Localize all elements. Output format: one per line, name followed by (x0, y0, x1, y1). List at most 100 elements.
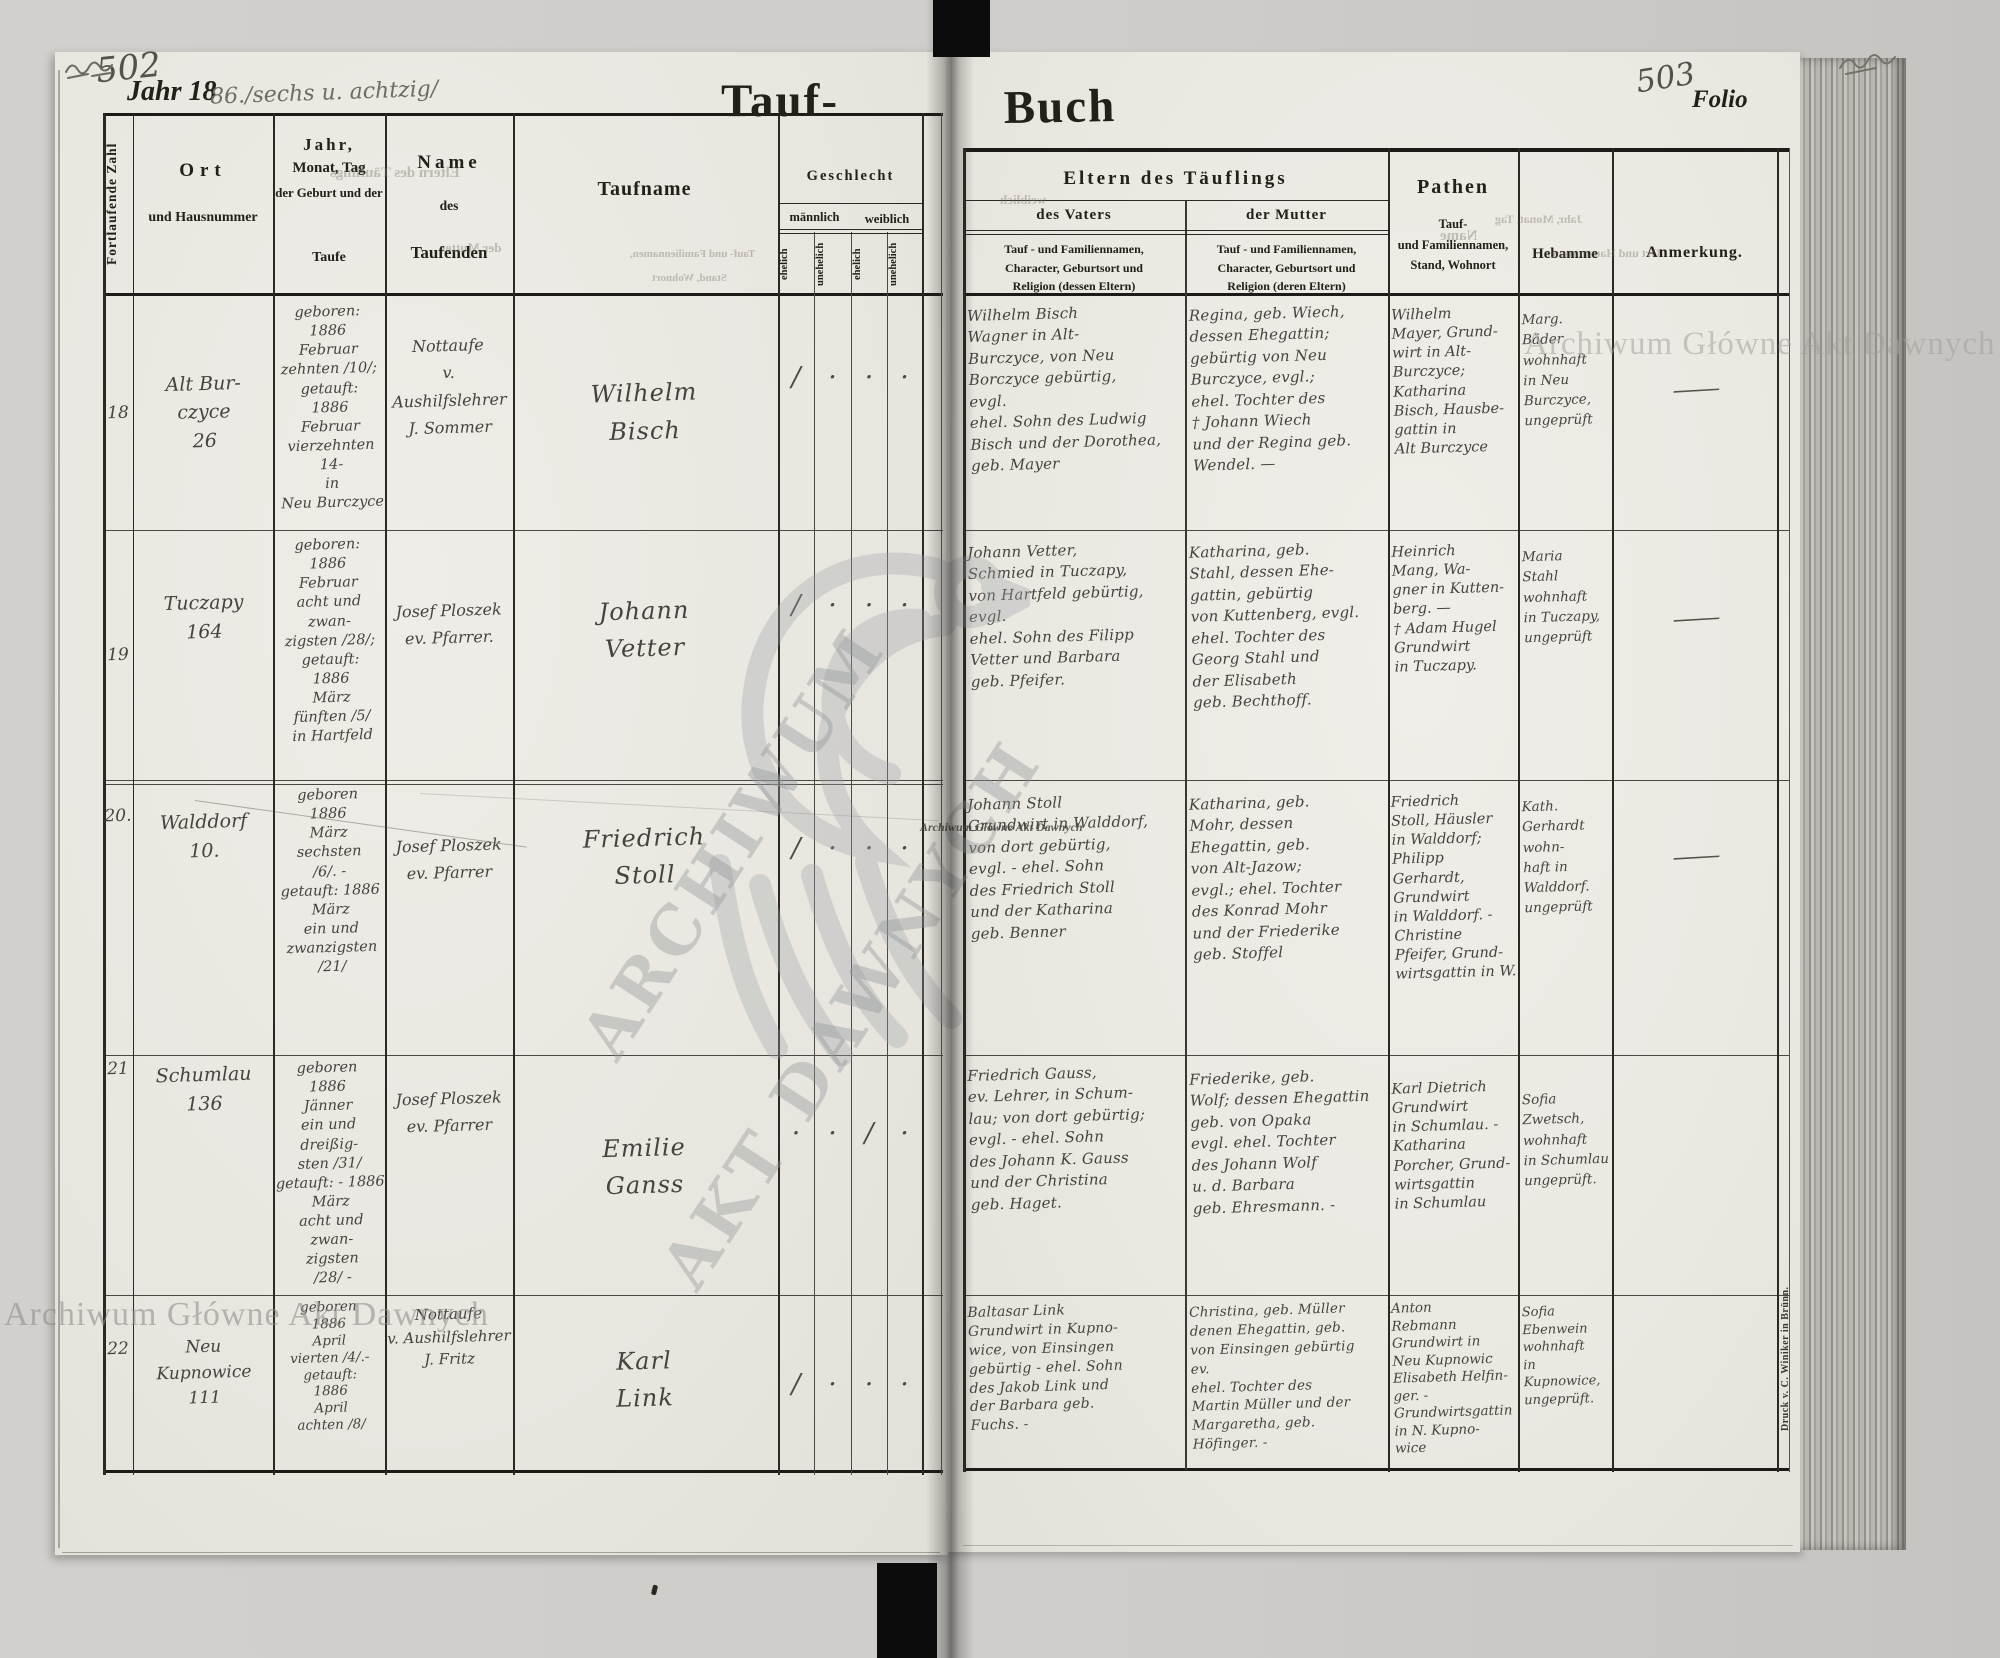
row-anmerkung: — (1667, 602, 1725, 633)
row-datum: geboren: 1886 Februar acht und zwan- zig… (284, 536, 376, 746)
column-header-hebamme: Hebamme (1532, 246, 1598, 262)
row-mutter: Christina, geb. Müller denen Ehegattin, … (1188, 1300, 1355, 1453)
column-header-maennlich: männlich (789, 210, 840, 224)
column-header-geschlecht: Geschlecht (806, 168, 895, 184)
row-datum: geboren 1886 April vierten /4/.- getauft… (289, 1298, 370, 1435)
sex-mark-m-ehelich: / (791, 1368, 801, 1400)
row-pathen: Friedrich Stoll, Häusler in Walddorf; Ph… (1390, 792, 1517, 983)
book-edge (1800, 58, 1906, 1550)
sex-mark-m-ehelich: · (791, 1117, 801, 1149)
sex-mark-w-unehelich: · (900, 1368, 909, 1400)
left-page-edge-line (58, 70, 60, 1548)
row-vater: Friedrich Gauss, ev. Lehrer, in Schum- l… (966, 1063, 1146, 1214)
pencil-scribble-top-left (65, 61, 113, 79)
table-row: 20. Walddorf 10. geboren 1886 März sechs… (103, 780, 943, 1055)
column-header-des: des (439, 198, 459, 213)
column-subheader-mutter: Tauf - und Familiennamen, Character, Geb… (1216, 242, 1357, 294)
row-datum: geboren 1886 Jänner ein und dreißig- ste… (275, 1059, 385, 1287)
bleedthrough-text: Jahr, Monat, Tag (1495, 212, 1583, 226)
column-header-taufenden: Taufenden (410, 243, 488, 262)
row-taufender: Nottaufe v. Aushilfslehrer J. Sommer (391, 335, 507, 438)
center-fold-shadow (926, 0, 974, 1658)
sex-mark-w-ehelich: · (864, 361, 874, 393)
title-buch: Buch (1003, 80, 1117, 134)
eltern-header-rules (963, 200, 1388, 236)
bleedthrough-text: Tauf- und Familiennamen, (630, 248, 756, 260)
sex-mark-m-ehelich: / (791, 361, 801, 393)
row-anmerkung: — (1667, 373, 1725, 405)
bleedthrough-text: weiblich (1000, 192, 1047, 207)
column-header-fortlaufende-zahl: Fortlaufende Zahl (104, 142, 119, 266)
row-pathen: Karl Dietrich Grundwirt in Schumlau. - K… (1391, 1079, 1511, 1213)
sex-mark-m-unehelich: · (828, 589, 837, 621)
row-number: 22 (106, 1338, 130, 1360)
row-taufname: Wilhelm Bisch (590, 377, 698, 446)
table-row: 21 Schumlau 136 geboren 1886 Jänner ein … (103, 1055, 943, 1295)
column-header-weiblich: weiblich (864, 212, 910, 226)
column-header-jahr: Jahr, (303, 135, 355, 154)
column-header-ort: Ort (179, 160, 227, 181)
year-printed: Jahr 18 (127, 76, 217, 107)
sex-mark-w-unehelich: · (900, 361, 909, 393)
sex-mark-m-unehelich: · (828, 833, 837, 865)
sex-mark-w-unehelich: · (900, 833, 909, 865)
binding-strap-bottom (877, 1563, 937, 1658)
row-pathen: Anton Rebmann Grundwirt in Neu Kupnowic … (1390, 1299, 1513, 1458)
subcolumn-ehelich-m: ehelich (779, 248, 790, 280)
row-mutter: Friederike, geb. Wolf; dessen Ehegattin … (1188, 1067, 1370, 1218)
table-row: Johann Stoll Grundwirt in Walddorf, von … (963, 780, 1777, 1055)
row-mutter: Katharina, geb. Mohr, dessen Ehegattin, … (1188, 792, 1342, 964)
column-header-eltern: Eltern des Täuflings (1063, 168, 1288, 189)
column-subheader-pathen: Tauf- und Familiennamen, Stand, Wohnort (1397, 217, 1509, 273)
subcolumn-unehelich-w: unehelich (888, 242, 899, 286)
sex-mark-w-ehelich: · (864, 589, 874, 621)
row-taufender: Josef Ploszek ev. Pfarrer. (395, 599, 502, 648)
column-header-name: Name (417, 152, 481, 173)
row-taufname: Emilie Ganss (601, 1132, 687, 1201)
sex-mark-m-unehelich: · (828, 1117, 837, 1149)
sex-mark-w-unehelich: · (900, 1117, 909, 1149)
sex-mark-w-ehelich: · (864, 1368, 874, 1400)
sex-mark-w-unehelich: · (900, 589, 909, 621)
table-row: Wilhelm Bisch Wagner in Alt- Burczyce, v… (963, 295, 1777, 530)
table-row: Johann Vetter, Schmied in Tuczapy, von H… (963, 530, 1777, 780)
bleedthrough-text: Stand, Wohnort (652, 272, 727, 284)
binding-strap-top (933, 0, 990, 57)
table-row: 22 Neu Kupnowice 111 geboren 1886 April … (103, 1295, 943, 1473)
column-header-monat-tag: Monat, Tag (292, 160, 366, 176)
row-taufname: Johann Vetter (598, 595, 690, 664)
column-header-der-mutter: der Mutter (1246, 207, 1327, 223)
right-table-grid (963, 148, 1790, 1472)
row-ort: Walddorf 10. (159, 809, 248, 862)
sex-mark-m-ehelich: / (791, 833, 801, 865)
row-vater: Johann Vetter, Schmied in Tuczapy, von H… (966, 540, 1144, 691)
left-geschlecht-header-rules (778, 203, 923, 235)
row-anmerkung (1511, 1046, 1881, 1208)
row-ort: Schumlau 136 (155, 1062, 252, 1115)
sex-mark-w-ehelich: / (864, 1117, 874, 1149)
table-row: 19 Tuczapy 164 geboren: 1886 Februar ach… (103, 530, 943, 780)
table-row: 18 Alt Bur- czyce 26 geboren: 1886 Febru… (103, 295, 943, 530)
bleedthrough-text: Name (1440, 228, 1478, 244)
column-subheader-vater: Tauf - und Familiennamen, Character, Geb… (1004, 242, 1144, 294)
row-pathen: Heinrich Mang, Wa- gner in Kutten- berg.… (1391, 542, 1505, 676)
column-header-geburt-taufe: der Geburt und der (275, 186, 383, 200)
row-number: 21 (106, 1058, 130, 1080)
column-header-des-vaters: des Vaters (1036, 207, 1112, 223)
bleedthrough-text: Eltern des Täuflings (330, 165, 460, 181)
table-row: Baltasar Link Grundwirt in Kupno- wice, … (963, 1295, 1777, 1473)
row-mutter: Katharina, geb. Stahl, dessen Ehe- gatti… (1188, 540, 1360, 712)
row-ort: Neu Kupnowice 111 (156, 1336, 252, 1409)
subcolumn-unehelich-m: unehelich (815, 242, 826, 286)
column-header-taufe: Taufe (312, 250, 346, 265)
row-taufender: Nottaufe v. Aushilfslehrer J. Fritz (387, 1304, 511, 1369)
row-taufender: Josef Ploszek ev. Pfarrer (395, 834, 502, 884)
column-header-pathen: Pathen (1417, 176, 1489, 198)
row-ort: Tuczapy 164 (163, 590, 244, 643)
bleedthrough-text: der Mutter (440, 240, 502, 255)
pencil-scribble-top-right (1839, 54, 1896, 75)
row-taufender: Josef Ploszek ev. Pfarrer (395, 1087, 502, 1137)
row-taufname: Karl Link (615, 1346, 675, 1413)
row-taufname: Friedrich Stoll (582, 822, 706, 891)
left-geschlecht-subgrid (814, 232, 924, 1475)
